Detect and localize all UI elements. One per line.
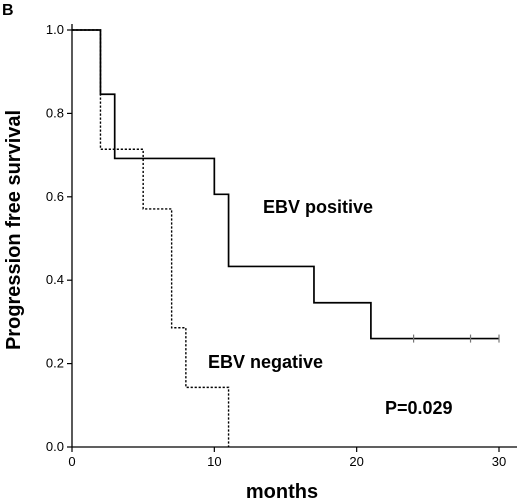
x-tick-label: 20 [349,454,363,469]
y-tick-label: 0.0 [46,439,64,454]
axes: 0.0 0.2 0.4 0.6 0.8 1.0 0 10 20 30 [46,22,517,469]
plot-area [72,29,500,447]
x-tick-label: 30 [492,454,506,469]
series-line-ebv-positive [72,29,499,340]
y-tick-label: 0.2 [46,356,64,371]
y-tick-label: 0.4 [46,272,64,287]
series-line-ebv-negative [72,29,230,447]
panel-label: B [2,2,14,19]
y-tick-label: 1.0 [46,22,64,37]
p-value-annotation: P=0.029 [385,398,453,418]
x-axis-title: months [246,481,318,503]
label-ebv-positive: EBV positive [263,197,373,217]
x-tick-label: 10 [207,454,221,469]
label-ebv-negative: EBV negative [208,352,323,372]
y-axis-title: Progression free survival [3,110,25,350]
y-tick-label: 0.6 [46,189,64,204]
x-tick-label: 0 [68,454,75,469]
y-tick-label: 0.8 [46,105,64,120]
